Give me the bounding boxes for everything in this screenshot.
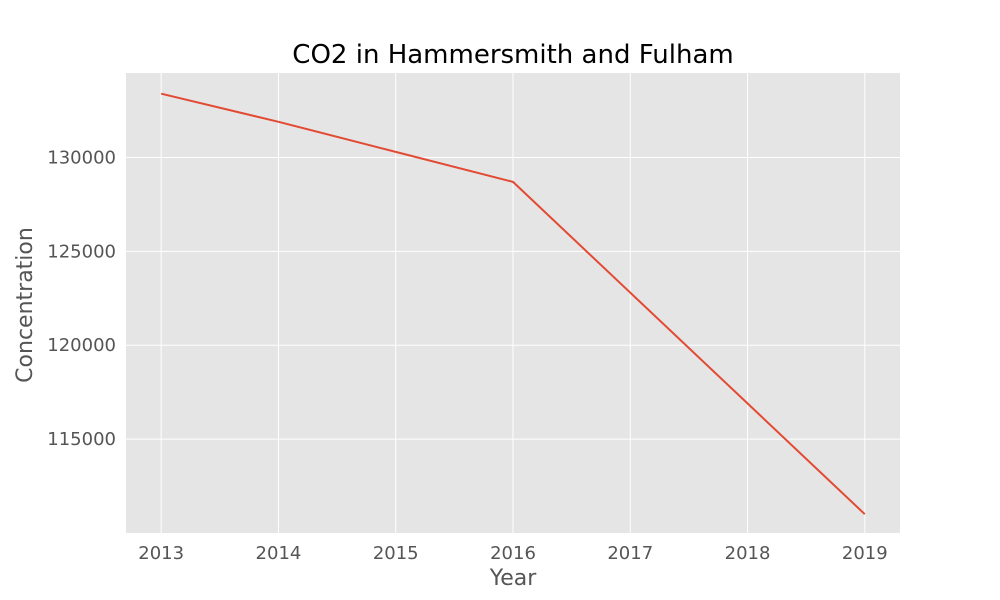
y-tick-label: 115000 [47, 429, 116, 450]
data-point [512, 181, 514, 183]
x-axis-label: Year [489, 566, 538, 591]
x-tick-label: 2019 [842, 543, 888, 564]
y-tick-label: 120000 [47, 335, 116, 356]
series-line [160, 92, 866, 515]
y-axis-label: Concentration [13, 227, 38, 383]
y-tick-label: 125000 [47, 241, 116, 262]
x-tick-label: 2013 [138, 543, 184, 564]
series-layer [160, 92, 866, 515]
data-point [864, 513, 866, 515]
y-tick-label: 130000 [47, 147, 116, 168]
x-tick-label: 2017 [607, 543, 653, 564]
data-point [395, 151, 397, 153]
x-tick-label: 2015 [373, 543, 419, 564]
data-point [277, 121, 279, 123]
x-tick-label: 2018 [725, 543, 771, 564]
chart-title: CO2 in Hammersmith and Fulham [292, 40, 733, 70]
x-tick-label: 2016 [490, 543, 536, 564]
grid-lines [126, 73, 900, 533]
y-tick-labels: 115000 120000 125000 130000 [47, 147, 116, 450]
x-tick-label: 2014 [256, 543, 302, 564]
x-tick-labels: 2013 2014 2015 2016 2017 2018 2019 [138, 543, 887, 564]
data-point [629, 292, 631, 294]
data-point [747, 402, 749, 404]
data-point [160, 93, 162, 95]
